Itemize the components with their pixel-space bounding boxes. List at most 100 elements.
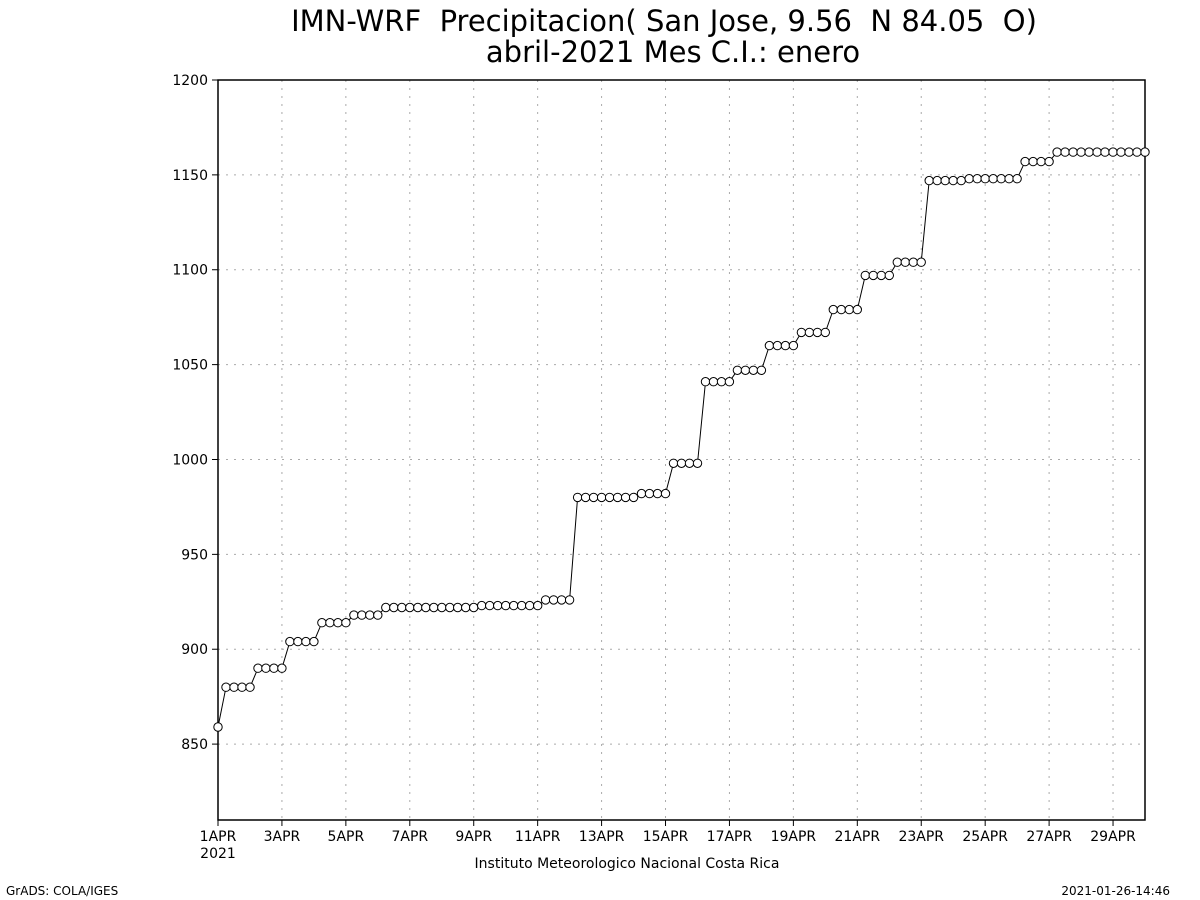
data-point — [804, 327, 815, 338]
data-point — [517, 600, 527, 611]
data-point — [684, 458, 695, 468]
data-point — [1036, 156, 1046, 167]
data-point — [724, 377, 735, 387]
data-point — [1140, 147, 1150, 157]
x-tick-label: 27APR — [1026, 829, 1072, 845]
data-point — [365, 610, 375, 620]
data-point — [493, 600, 503, 611]
y-tick-label: 850 — [181, 737, 208, 753]
data-point — [261, 663, 271, 673]
x-tick-label: 19APR — [771, 829, 817, 845]
data-point — [980, 174, 990, 184]
data-point — [740, 365, 751, 375]
chart-subtitle: abril-2021 Mes C.I.: enero — [486, 35, 860, 69]
x-tick-label: 29APR — [1090, 829, 1136, 845]
x-tick-label: 15APR — [643, 829, 689, 845]
data-point — [309, 636, 319, 647]
data-point — [421, 602, 431, 613]
data-point — [652, 488, 663, 499]
data-point — [389, 602, 399, 613]
data-point — [868, 270, 878, 281]
data-point — [525, 600, 535, 611]
data-point — [908, 257, 918, 267]
data-point — [572, 492, 583, 503]
data-point — [533, 600, 543, 611]
data-point — [293, 636, 303, 647]
y-tick-label: 1200 — [172, 73, 208, 89]
data-point — [604, 492, 615, 503]
data-point — [612, 492, 623, 503]
data-point — [1028, 156, 1038, 167]
data-point — [349, 610, 359, 620]
data-point — [381, 602, 391, 613]
data-point — [692, 458, 703, 468]
data-point — [780, 340, 791, 351]
data-point — [1044, 156, 1054, 167]
data-point — [844, 304, 854, 315]
data-point — [932, 175, 942, 186]
data-point — [221, 682, 231, 692]
data-point — [588, 492, 599, 503]
y-tick-label: 900 — [181, 642, 208, 658]
data-point — [708, 377, 719, 387]
data-point — [237, 682, 247, 692]
x-tick-label: 9APR — [455, 829, 492, 845]
data-point — [325, 618, 335, 628]
data-point — [700, 377, 711, 387]
data-point — [580, 492, 591, 503]
data-point — [1076, 147, 1086, 157]
data-point — [1004, 174, 1014, 184]
data-point — [916, 257, 926, 267]
data-point — [229, 682, 239, 692]
data-point — [556, 595, 567, 605]
data-point — [333, 618, 343, 628]
y-axis: 850 900 950 1000 1050 1100 1150 1200 — [172, 73, 218, 753]
y-tick-label: 1150 — [172, 168, 208, 184]
data-point — [437, 602, 447, 613]
data-point — [620, 492, 631, 503]
data-point — [253, 663, 263, 673]
data-point — [660, 488, 671, 499]
grid — [218, 80, 1145, 820]
data-point — [756, 365, 767, 375]
y-tick-label: 1100 — [172, 263, 208, 279]
y-tick-label: 950 — [181, 547, 208, 563]
data-point — [1124, 147, 1134, 157]
data-point — [812, 327, 823, 338]
x-tick-label: 7APR — [391, 829, 428, 845]
data-point — [445, 602, 455, 613]
data-point — [357, 610, 367, 620]
data-point — [716, 377, 727, 387]
data-point — [644, 488, 655, 499]
x-tick-label: 5APR — [328, 829, 365, 845]
data-point — [477, 600, 487, 611]
data-point — [1116, 147, 1126, 157]
x-tick-label: 25APR — [962, 829, 1008, 845]
data-point — [413, 602, 423, 613]
data-point — [948, 175, 958, 186]
data-point — [596, 492, 607, 503]
institution-label: Instituto Meteorologico Nacional Costa R… — [475, 856, 780, 872]
data-point — [509, 600, 519, 611]
data-point — [1132, 147, 1142, 157]
data-point — [772, 340, 783, 351]
data-point — [461, 602, 471, 613]
data-point — [1020, 156, 1030, 167]
data-point — [548, 595, 559, 605]
data-point — [900, 257, 910, 267]
x-tick-label: 23APR — [898, 829, 944, 845]
data-point — [876, 270, 886, 281]
data-point — [636, 488, 647, 499]
data-point — [892, 257, 902, 267]
data-point — [1108, 147, 1118, 157]
data-point — [564, 595, 575, 605]
data-point — [245, 682, 255, 692]
chart-title: IMN-WRF Precipitacion( San Jose, 9.56 N … — [291, 4, 1037, 38]
data-point — [285, 636, 295, 647]
data-point — [1060, 147, 1070, 157]
data-point — [972, 174, 982, 184]
data-point — [676, 458, 687, 468]
grads-credit: GrADS: COLA/IGES — [6, 884, 118, 898]
data-point — [317, 618, 327, 628]
